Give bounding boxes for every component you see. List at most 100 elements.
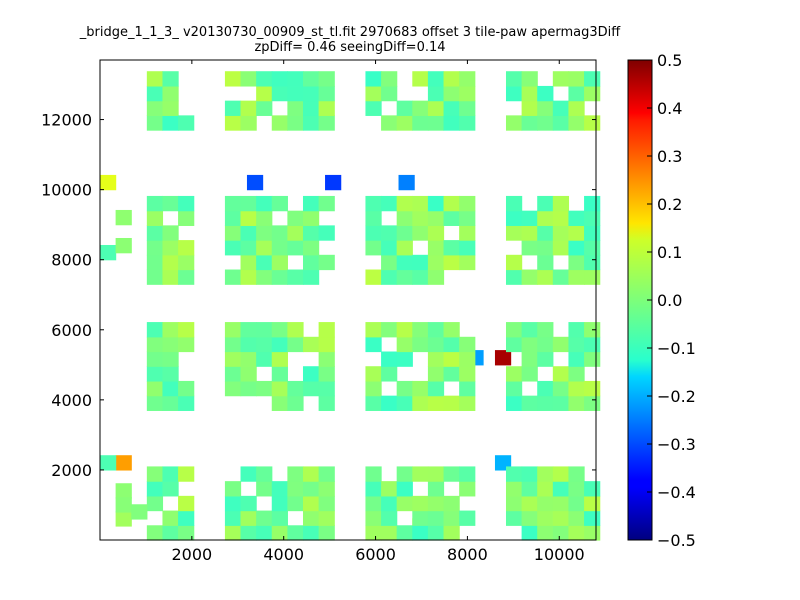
- heatmap-cell: [568, 336, 585, 353]
- heatmap-cell: [552, 525, 570, 541]
- chart-title: _bridge_1_1_3_ v20130730_00909_st_tl.fit…: [79, 25, 621, 40]
- heatmap-cell: [162, 195, 179, 212]
- heatmap-cell: [412, 510, 429, 526]
- heatmap-cell: [162, 269, 179, 285]
- heatmap-cell: [396, 395, 413, 411]
- heatmap-cell: [365, 466, 382, 482]
- heatmap-cell: [115, 455, 132, 471]
- heatmap-cell: [568, 322, 585, 338]
- heatmap-cell: [537, 481, 554, 497]
- heatmap-cell: [178, 336, 195, 353]
- heatmap-cell: [584, 71, 601, 87]
- heatmap-cell: [412, 395, 429, 411]
- heatmap-cell: [443, 395, 460, 411]
- heatmap-cell: [443, 210, 460, 226]
- heatmap-cell: [552, 495, 570, 512]
- heatmap-cell: [287, 481, 304, 497]
- heatmap-cell: [271, 195, 288, 212]
- heatmap-cell: [443, 100, 460, 116]
- heatmap-cell: [162, 336, 179, 353]
- heatmap-cell: [443, 254, 460, 271]
- heatmap-cell: [224, 269, 242, 285]
- heatmap-cell: [427, 85, 445, 102]
- heatmap-cell: [162, 351, 179, 367]
- heatmap-cell: [287, 71, 304, 87]
- heatmap-cell: [396, 195, 413, 212]
- heatmap-cell: [568, 210, 585, 226]
- heatmap-cell: [318, 510, 335, 526]
- heatmap-cell: [427, 481, 445, 497]
- heatmap-cell: [584, 195, 601, 212]
- heatmap-cell: [271, 525, 288, 541]
- heatmap-cell: [365, 322, 382, 338]
- heatmap-cell: [271, 366, 288, 382]
- heatmap-cell: [521, 495, 538, 512]
- heatmap-cell: [287, 380, 304, 397]
- heatmap-cell: [396, 240, 413, 256]
- heatmap-cell: [115, 209, 132, 226]
- heatmap-cell: [256, 351, 273, 367]
- heatmap-cell: [224, 195, 242, 212]
- heatmap-cell: [568, 85, 585, 102]
- heatmap-cell: [537, 100, 554, 116]
- heatmap-cell: [459, 71, 476, 87]
- heatmap-cell: [537, 510, 554, 526]
- heatmap-cell: [365, 269, 382, 285]
- heatmap-cell: [537, 380, 554, 397]
- heatmap-cell: [287, 269, 304, 285]
- y-tick-label: 4000: [51, 391, 92, 410]
- heatmap-cell: [443, 240, 460, 256]
- heatmap-cell: [115, 237, 132, 254]
- heatmap-cell: [412, 100, 429, 116]
- heatmap-cell: [146, 254, 164, 271]
- heatmap-cell: [162, 322, 179, 338]
- heatmap-cell: [381, 395, 398, 411]
- heatmap-cell: [552, 481, 570, 497]
- y-tick-label: 10000: [41, 181, 92, 200]
- heatmap-cell: [224, 380, 242, 397]
- heatmap-cell: [459, 210, 476, 226]
- heatmap-cell: [381, 481, 398, 497]
- heatmap-cell: [178, 240, 195, 256]
- heatmap-cell: [552, 269, 570, 285]
- heatmap-cell: [381, 225, 398, 241]
- heatmap-cell: [521, 510, 538, 526]
- heatmap-cell: [521, 351, 538, 367]
- heatmap-cell: [505, 395, 523, 411]
- heatmap-cell: [521, 481, 538, 497]
- y-tick-label: 2000: [51, 461, 92, 480]
- heatmap-cell: [318, 525, 335, 541]
- heatmap-cell: [271, 380, 288, 397]
- heatmap-cell: [396, 115, 413, 131]
- heatmap-cell: [521, 322, 538, 338]
- heatmap-cell: [240, 525, 257, 541]
- heatmap-cell: [115, 483, 132, 499]
- heatmap-cell: [287, 495, 304, 512]
- colorbar-tick-label: −0.2: [657, 387, 696, 406]
- heatmap-cell: [381, 85, 398, 102]
- heatmap-cell: [256, 466, 273, 482]
- heatmap-cell: [271, 395, 288, 411]
- heatmap-cell: [302, 481, 320, 497]
- heatmap-cell: [427, 395, 445, 411]
- heatmap-cell: [146, 495, 164, 512]
- y-axis-ticks: 2000 4000 6000 8000 10000 12000: [41, 111, 596, 480]
- heatmap-cell: [396, 100, 413, 116]
- heatmap-cells: [100, 71, 601, 541]
- heatmap-cell: [459, 395, 476, 411]
- heatmap-cell: [568, 240, 585, 256]
- heatmap-cell: [381, 525, 398, 541]
- heatmap-cell: [505, 115, 523, 131]
- heatmap-cell: [162, 481, 179, 497]
- heatmap-cell: [365, 525, 382, 541]
- heatmap-cell: [178, 210, 195, 226]
- heatmap-cell: [412, 71, 429, 87]
- heatmap-cell: [568, 100, 585, 116]
- heatmap-cell: [521, 525, 538, 541]
- heatmap-cell: [162, 366, 179, 382]
- heatmap-cell: [162, 510, 179, 526]
- heatmap-cell: [459, 195, 476, 212]
- heatmap-cell: [271, 71, 288, 87]
- heatmap-cell: [162, 380, 179, 397]
- heatmap-cell: [459, 380, 476, 397]
